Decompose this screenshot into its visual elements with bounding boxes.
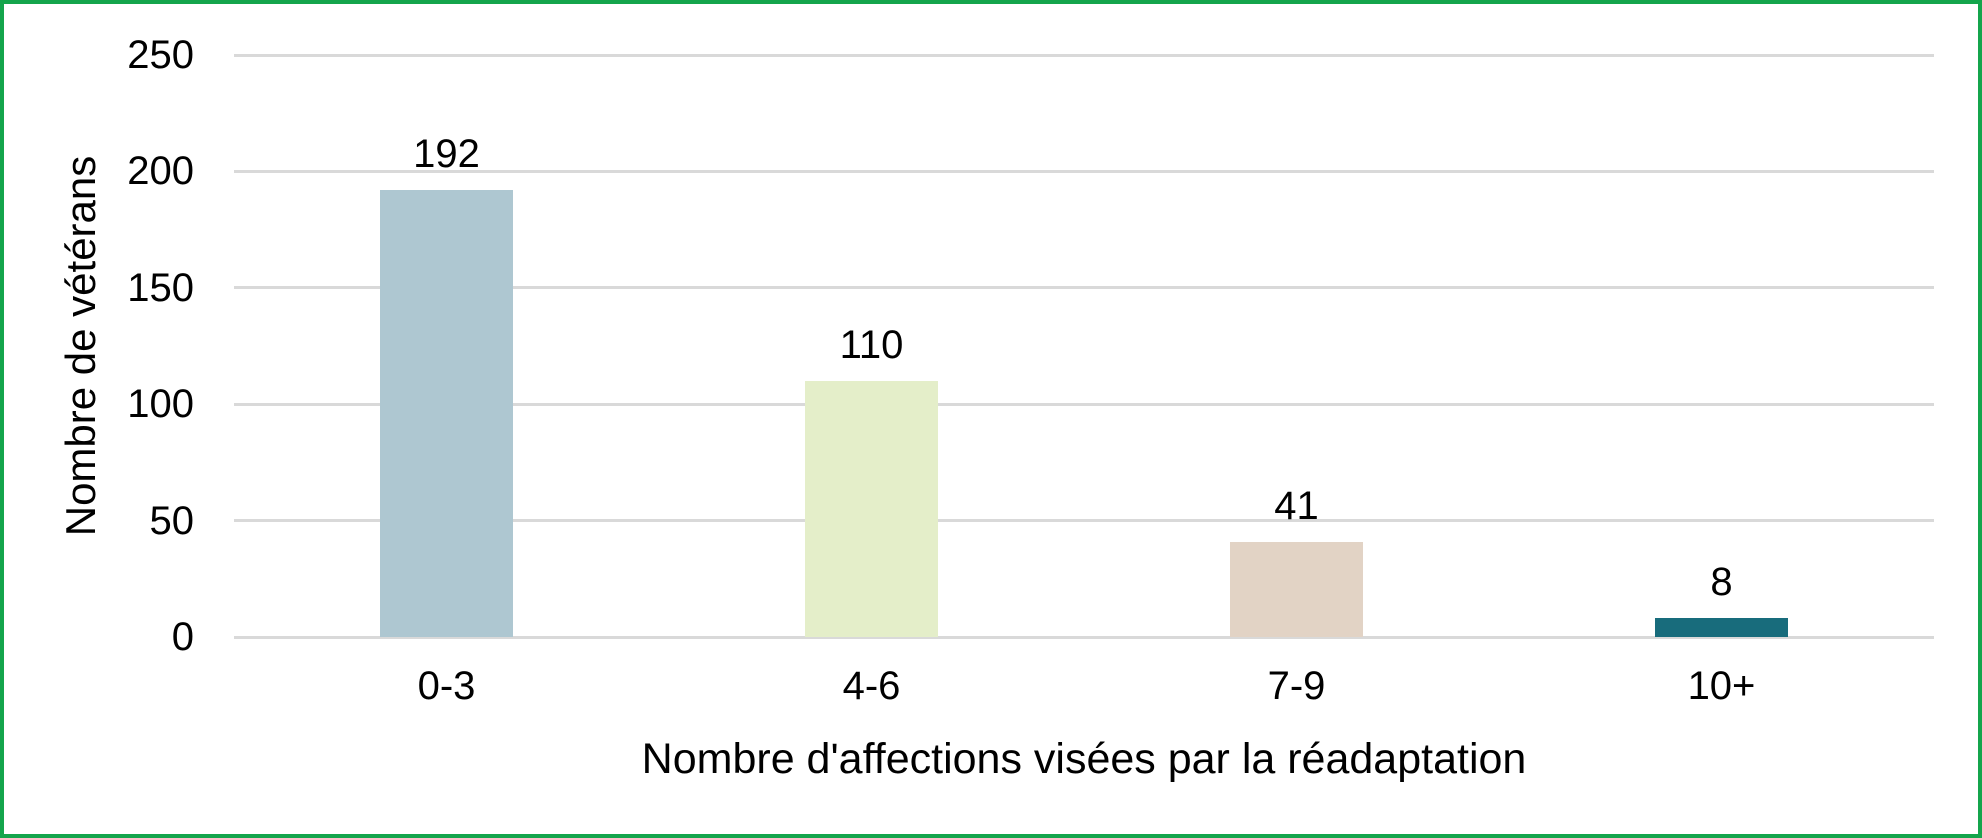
bar-value-label: 41 bbox=[1274, 483, 1319, 528]
bar-value-label: 110 bbox=[839, 322, 904, 367]
bar bbox=[1230, 541, 1363, 637]
bars-layer bbox=[4, 4, 1978, 834]
gridline bbox=[234, 169, 1934, 173]
x-axis-title: Nombre d'affections visées par la réadap… bbox=[641, 735, 1527, 783]
x-tick-label: 10+ bbox=[1687, 664, 1756, 708]
y-tick-label: 0 bbox=[171, 615, 194, 659]
y-tick-label: 200 bbox=[127, 149, 194, 194]
x-tick-label: 7-9 bbox=[1267, 664, 1326, 708]
y-tick-label: 150 bbox=[127, 265, 194, 310]
x-tick-label: 4-6 bbox=[842, 664, 901, 708]
bar bbox=[380, 190, 513, 637]
bar-value-label: 192 bbox=[413, 132, 480, 177]
y-tick-label: 100 bbox=[127, 382, 194, 427]
labels-layer: 0 50 100 150 200 250 192 0-3 110 4-6 41 7-9 8 10+ bbox=[4, 4, 1978, 834]
bar bbox=[805, 380, 938, 637]
y-tick-label: 50 bbox=[149, 498, 195, 543]
y-axis-title: Nombre de vétérans bbox=[57, 155, 104, 537]
bar-value-label: 8 bbox=[1710, 560, 1733, 605]
gridline bbox=[234, 635, 1934, 639]
bar bbox=[1655, 618, 1788, 637]
gridline bbox=[234, 402, 1934, 406]
y-tick-label: 250 bbox=[127, 33, 194, 77]
gridline bbox=[234, 53, 1934, 57]
gridline bbox=[234, 286, 1934, 290]
gridlines-layer bbox=[4, 4, 1978, 834]
x-tick-label: 0-3 bbox=[417, 664, 476, 708]
gridline bbox=[234, 519, 1934, 523]
